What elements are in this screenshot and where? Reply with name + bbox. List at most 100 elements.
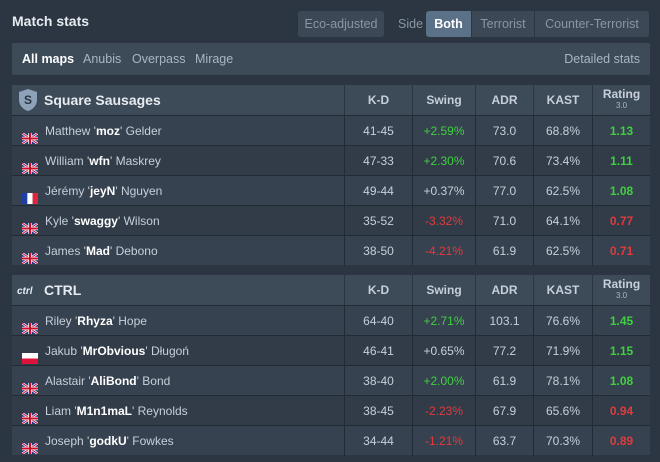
player-kd: 64-40 — [344, 306, 412, 336]
player-name-link[interactable]: Liam 'M1n1maL' Reynolds — [45, 396, 188, 426]
map-tab-anubis[interactable]: Anubis — [83, 52, 122, 66]
player-first-name: Jérémy ' — [45, 184, 90, 198]
player-row: Jakub 'MrObvious' Długoń 46-41 +0.65% 77.2 7… — [12, 335, 650, 366]
player-nickname: Rhyza — [77, 314, 113, 328]
player-row: Matthew 'moz' Gelder 41-45 +2.59% 73.0 68.8%… — [12, 115, 650, 146]
player-swing: +0.37% — [412, 176, 475, 206]
player-first-name: Liam ' — [45, 404, 77, 418]
player-kd: 34-44 — [344, 426, 412, 456]
player-nickname: MrObvious — [82, 344, 146, 358]
col-kast-header: KAST — [533, 85, 592, 115]
player-name-link[interactable]: Matthew 'moz' Gelder — [45, 116, 162, 146]
team-name[interactable]: CTRL — [44, 282, 82, 298]
player-last-name: ' Nguyen — [115, 184, 163, 198]
side-counter-terrorist-button[interactable]: Counter-Terrorist — [535, 11, 649, 37]
detailed-stats-link[interactable]: Detailed stats — [564, 52, 640, 66]
rating-version: 3.0 — [615, 291, 628, 300]
col-adr-header: ADR — [475, 275, 533, 305]
poland-flag — [22, 345, 38, 364]
player-row: Joseph 'godkU' Fowkes 34-44 -1.21% 63.7 70.3… — [12, 425, 650, 456]
player-kd: 47-33 — [344, 146, 412, 176]
player-row: William 'wfn' Maskrey 47-33 +2.30% 70.6 73.4… — [12, 145, 650, 176]
player-cell: Kyle 'swaggy' Wilson — [12, 206, 344, 236]
player-cell: Matthew 'moz' Gelder — [12, 116, 344, 146]
france-flag — [22, 185, 38, 204]
player-row: Kyle 'swaggy' Wilson 35-52 -3.32% 71.0 64.1%… — [12, 205, 650, 236]
player-kd: 38-50 — [344, 236, 412, 266]
eco-adjusted-toggle[interactable]: Eco-adjusted — [298, 11, 384, 37]
player-rating: 0.71 — [592, 236, 650, 266]
player-kd: 35-52 — [344, 206, 412, 236]
player-cell: William 'wfn' Maskrey — [12, 146, 344, 176]
player-swing: +2.59% — [412, 116, 475, 146]
player-last-name: ' Bond — [136, 374, 171, 388]
player-rating: 1.11 — [592, 146, 650, 176]
player-kd: 46-41 — [344, 336, 412, 366]
player-nickname: wfn — [89, 154, 110, 168]
player-rating: 1.45 — [592, 306, 650, 336]
team-header-row: ctrl CTRL K-D Swing ADR KAST Rating 3.0 — [12, 275, 650, 305]
player-name-link[interactable]: Riley 'Rhyza' Hope — [45, 306, 147, 336]
rating-label: Rating — [602, 277, 641, 291]
player-row: Riley 'Rhyza' Hope 64-40 +2.71% 103.1 76.6% 1… — [12, 305, 650, 336]
match-stats-header: Match stats Eco-adjusted Side Both Terro… — [0, 0, 660, 42]
player-rating: 1.08 — [592, 366, 650, 396]
col-swing-header: Swing — [412, 85, 475, 115]
player-cell: Riley 'Rhyza' Hope — [12, 306, 344, 336]
player-kast: 73.4% — [533, 146, 592, 176]
player-nickname: moz — [95, 124, 120, 138]
player-first-name: William ' — [45, 154, 90, 168]
map-tab-overpass[interactable]: Overpass — [132, 52, 186, 66]
side-both-button[interactable]: Both — [426, 11, 471, 37]
player-swing: +2.00% — [412, 366, 475, 396]
player-last-name: ' Reynolds — [132, 404, 188, 418]
player-first-name: Kyle ' — [45, 214, 74, 228]
map-filter-bar: All maps Anubis Overpass Mirage Detailed… — [12, 43, 650, 75]
map-tab-all-maps[interactable]: All maps — [22, 52, 75, 66]
player-name-link[interactable]: Alastair 'AliBond' Bond — [45, 366, 170, 396]
col-kd-header: K-D — [344, 275, 412, 305]
player-rating: 1.08 — [592, 176, 650, 206]
player-row: Jérémy 'jeyN' Nguyen 49-44 +0.37% 77.0 62.5%… — [12, 175, 650, 206]
rating-label: Rating — [602, 87, 641, 101]
col-kast-header: KAST — [533, 275, 592, 305]
player-row: James 'Mad' Debono 38-50 -4.21% 61.9 62.5% 0.… — [12, 235, 650, 266]
col-rating-header: Rating 3.0 — [592, 85, 650, 115]
player-first-name: James ' — [45, 244, 86, 258]
team-cell: ctrl CTRL — [12, 275, 344, 305]
player-adr: 73.0 — [475, 116, 533, 146]
player-swing: +2.30% — [412, 146, 475, 176]
player-name-link[interactable]: William 'wfn' Maskrey — [45, 146, 161, 176]
player-last-name: ' Długoń — [145, 344, 189, 358]
player-cell: James 'Mad' Debono — [12, 236, 344, 266]
player-last-name: ' Fowkes — [126, 434, 174, 448]
player-cell: Jakub 'MrObvious' Długoń — [12, 336, 344, 366]
player-first-name: Joseph ' — [45, 434, 90, 448]
player-kast: 64.1% — [533, 206, 592, 236]
player-kd: 38-45 — [344, 396, 412, 426]
player-name-link[interactable]: Kyle 'swaggy' Wilson — [45, 206, 160, 236]
player-name-link[interactable]: Jérémy 'jeyN' Nguyen — [45, 176, 162, 206]
player-kast: 68.8% — [533, 116, 592, 146]
side-terrorist-button[interactable]: Terrorist — [472, 11, 534, 37]
team-header-row: S Square Sausages K-D Swing ADR KAST Rating 3.0 — [12, 85, 650, 115]
player-kast: 65.6% — [533, 396, 592, 426]
player-last-name: ' Maskrey — [109, 154, 161, 168]
player-rating: 1.13 — [592, 116, 650, 146]
player-name-link[interactable]: Joseph 'godkU' Fowkes — [45, 426, 174, 456]
player-kd: 49-44 — [344, 176, 412, 206]
player-adr: 61.9 — [475, 236, 533, 266]
uk-flag — [21, 405, 39, 425]
svg-text:ctrl: ctrl — [17, 286, 33, 297]
uk-flag — [21, 435, 39, 455]
player-name-link[interactable]: Jakub 'MrObvious' Długoń — [45, 336, 189, 366]
col-swing-header: Swing — [412, 275, 475, 305]
player-cell: Alastair 'AliBond' Bond — [12, 366, 344, 396]
player-first-name: Jakub ' — [45, 344, 83, 358]
map-tab-mirage[interactable]: Mirage — [195, 52, 234, 66]
player-name-link[interactable]: James 'Mad' Debono — [45, 236, 158, 266]
player-last-name: ' Hope — [112, 314, 147, 328]
team-name[interactable]: Square Sausages — [44, 92, 161, 108]
team-cell: S Square Sausages — [12, 85, 344, 115]
player-rating: 1.15 — [592, 336, 650, 366]
